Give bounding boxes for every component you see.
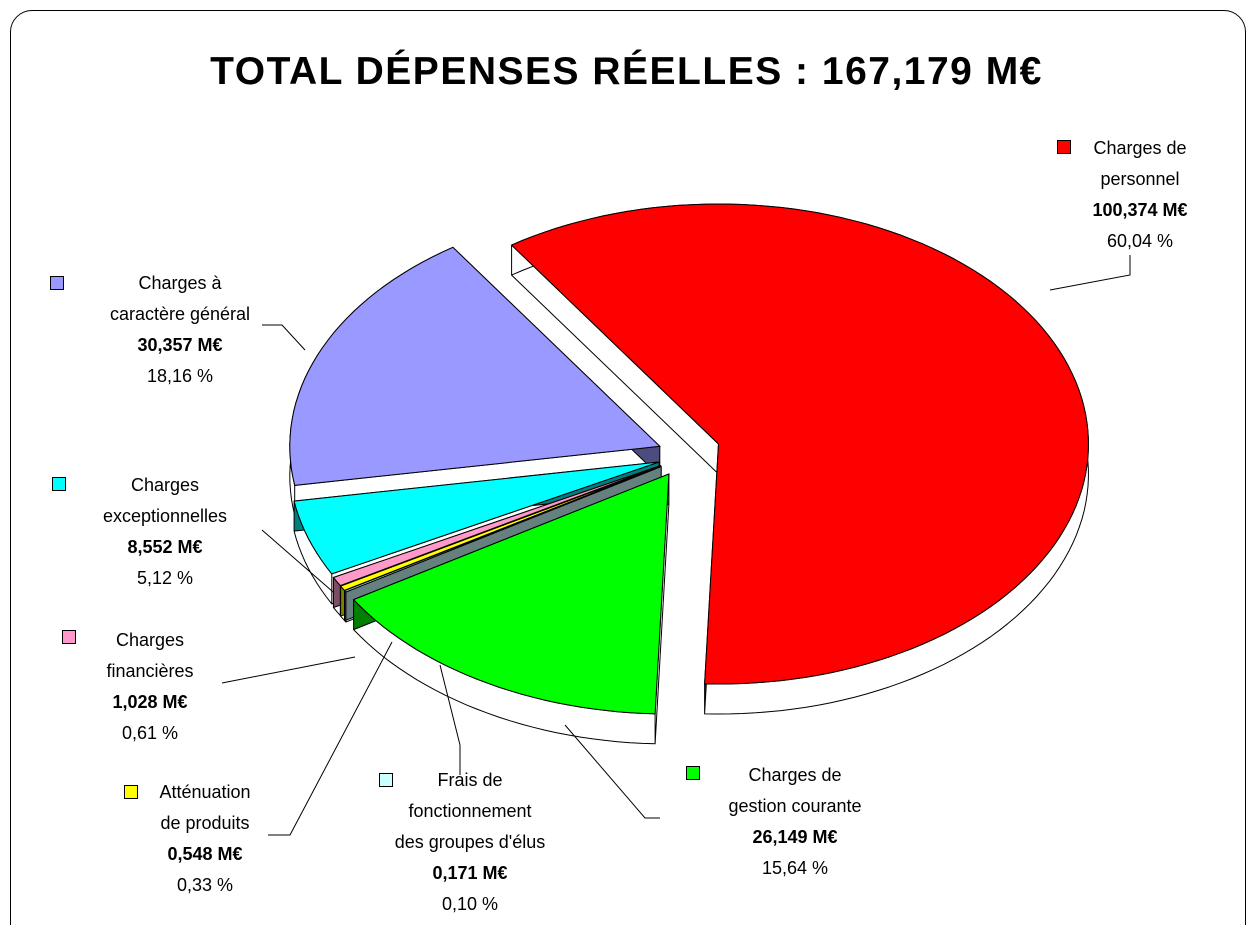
slice	[343, 466, 662, 593]
slice	[510, 203, 1089, 685]
chart-frame	[10, 10, 1246, 925]
slice	[293, 461, 660, 575]
data-label: Atténuation de produits 0,548 M€ 0,33 %	[75, 777, 335, 901]
value-label: 30,357 M€	[137, 335, 223, 355]
category-label: Atténuation de produits	[159, 782, 251, 833]
percentage-label: 5,12 %	[136, 568, 194, 588]
value-label: 8,552 M€	[127, 537, 203, 557]
category-label: Charges de personnel	[1093, 138, 1187, 189]
data-label: Charges financières 1,028 M€ 0,61 %	[20, 625, 280, 749]
value-label: 0,548 M€	[167, 844, 243, 864]
category-label: Charges exceptionnelles	[102, 475, 228, 526]
legend-swatch	[686, 766, 700, 780]
data-label: Charges à caractère général 30,357 M€ 18,1…	[50, 268, 310, 392]
slice	[352, 473, 670, 715]
category-label: Charges à caractère général	[109, 273, 251, 324]
legend-swatch	[52, 477, 66, 491]
leader-line	[261, 529, 341, 599]
legend-swatch	[379, 773, 393, 787]
percentage-label: 0,33 %	[176, 875, 234, 895]
slice	[289, 246, 661, 486]
data-label: Charges de gestion courante 26,149 M€ 15,6…	[665, 760, 925, 884]
value-label: 26,149 M€	[752, 827, 838, 847]
leader-line	[1049, 255, 1131, 291]
percentage-label: 15,64 %	[761, 858, 829, 878]
leader-line	[268, 641, 393, 836]
leader-line	[221, 656, 356, 684]
category-label: Frais de fonctionnement des groupes d'él…	[394, 770, 546, 852]
percentage-label: 0,10 %	[441, 894, 499, 914]
category-label: Charges financières	[106, 630, 194, 681]
value-label: 0,171 M€	[432, 863, 508, 883]
leader-lines	[221, 255, 1131, 836]
legend-swatch	[124, 785, 138, 799]
data-label: Frais de fonctionnement des groupes d'él…	[340, 765, 600, 920]
leader-line	[439, 664, 461, 775]
legend-swatch	[50, 276, 64, 290]
percentage-label: 0,61 %	[121, 723, 179, 743]
leader-line	[262, 324, 306, 351]
percentage-label: 60,04 %	[1106, 231, 1174, 251]
category-label: Charges de gestion courante	[728, 765, 862, 816]
leader-line	[564, 724, 660, 819]
percentage-label: 18,16 %	[146, 366, 214, 386]
slice	[332, 465, 661, 587]
legend-swatch	[62, 630, 76, 644]
value-label: 1,028 M€	[112, 692, 188, 712]
value-label: 100,374 M€	[1092, 200, 1188, 220]
data-label: Charges exceptionnelles 8,552 M€ 5,12 %	[35, 470, 295, 594]
chart-title: TOTAL DÉPENSES RÉELLES : 167,179 M€	[210, 50, 1043, 93]
legend-swatch	[1057, 140, 1071, 154]
data-label: Charges de personnel 100,374 M€ 60,04 %	[1010, 133, 1253, 257]
